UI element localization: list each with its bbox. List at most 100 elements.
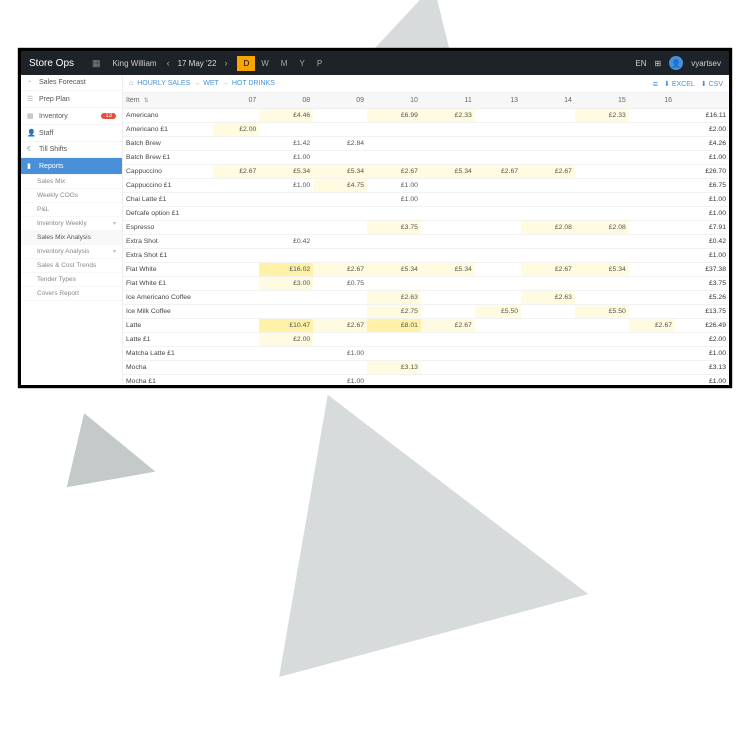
value-cell: £5.50: [475, 305, 521, 319]
sidebar-item-till-shifts[interactable]: €Till Shifts: [21, 142, 122, 158]
value-cell: [575, 249, 629, 263]
sidebar-sub-p-l[interactable]: P&L: [21, 203, 122, 217]
col-header-item[interactable]: Item ⇅: [123, 93, 213, 109]
sub-label: Sales & Cost Trends: [37, 262, 96, 269]
sidebar-sub-tender-types[interactable]: Tender Types: [21, 273, 122, 287]
sub-label: Covers Report: [37, 290, 79, 297]
col-header-hour: 16: [629, 93, 675, 109]
value-cell: [259, 291, 313, 305]
value-cell: £3.00: [259, 277, 313, 291]
value-cell: [521, 333, 575, 347]
app-title: Store Ops: [29, 58, 74, 69]
username[interactable]: vyartsev: [691, 59, 721, 68]
language-selector[interactable]: EN: [635, 59, 646, 68]
value-cell: [521, 375, 575, 386]
sidebar-item-prep-plan[interactable]: ☰Prep Plan: [21, 91, 122, 108]
menu-icon[interactable]: ≡: [653, 79, 658, 89]
period-segment-w[interactable]: W: [255, 56, 275, 71]
sidebar-sub-inventory-analysis[interactable]: Inventory Analysis▾: [21, 245, 122, 259]
sales-table: Item ⇅070809101113141516 Americano£4.46£…: [123, 93, 729, 385]
prev-date-button[interactable]: ‹: [167, 58, 170, 68]
period-segment-m[interactable]: M: [275, 56, 294, 71]
sidebar-sub-covers-report[interactable]: Covers Report: [21, 287, 122, 301]
value-cell: £2.33: [575, 109, 629, 123]
value-cell: £2.75: [367, 305, 421, 319]
value-cell: £5.34: [575, 263, 629, 277]
sidebar-item-sales-forecast[interactable]: ◔Sales Forecast: [21, 75, 122, 91]
sidebar-item-staff[interactable]: 👤Staff: [21, 125, 122, 142]
period-segment-p[interactable]: P: [311, 56, 328, 71]
sort-icon[interactable]: ⇅: [144, 98, 149, 104]
value-cell: [629, 193, 675, 207]
sidebar-item-reports[interactable]: ▮Reports: [21, 158, 122, 175]
breadcrumb-part[interactable]: HOURLY SALES: [137, 80, 190, 87]
next-date-button[interactable]: ›: [224, 58, 227, 68]
value-cell: £4.46: [259, 109, 313, 123]
col-header-hour: 11: [421, 93, 475, 109]
export-csv-button[interactable]: ⬇ CSV: [701, 80, 723, 88]
value-cell: [421, 235, 475, 249]
value-cell: [259, 305, 313, 319]
value-cell: [475, 291, 521, 305]
value-cell: [213, 151, 259, 165]
value-cell: [313, 193, 367, 207]
value-cell: [575, 291, 629, 305]
sub-label: Sales Mix: [37, 178, 65, 185]
table-row: Flat White£16.02£2.67£5.34£5.34£2.67£5.3…: [123, 263, 729, 277]
item-name-cell: Mocha: [123, 361, 213, 375]
value-cell: [475, 179, 521, 193]
value-cell: [521, 137, 575, 151]
value-cell: £2.67: [421, 319, 475, 333]
sidebar-sub-sales-cost-trends[interactable]: Sales & Cost Trends: [21, 259, 122, 273]
table-row: Matcha Latte £1£1.00£1.00: [123, 347, 729, 361]
value-cell: £5.34: [313, 165, 367, 179]
value-cell: £2.67: [475, 165, 521, 179]
value-cell: [521, 361, 575, 375]
value-cell: [521, 207, 575, 221]
period-segment-d[interactable]: D: [237, 56, 255, 71]
col-header-hour: 10: [367, 93, 421, 109]
value-cell: £10.47: [259, 319, 313, 333]
value-cell: £1.00: [367, 193, 421, 207]
value-cell: £2.63: [521, 291, 575, 305]
table-row: Cappuccino £1£1.00£4.75£1.00£6.75: [123, 179, 729, 193]
sidebar-sub-sales-mix[interactable]: Sales Mix: [21, 175, 122, 189]
grid-icon[interactable]: ▦: [92, 58, 101, 69]
value-cell: [421, 137, 475, 151]
breadcrumb-bar: ⌂ HOURLY SALES→WET→HOT DRINKS ≡ ⬇ EXCEL …: [123, 75, 729, 93]
date-display[interactable]: 17 May '22: [178, 59, 217, 68]
value-cell: [213, 375, 259, 386]
home-icon[interactable]: ⌂: [129, 80, 133, 87]
value-cell: [259, 361, 313, 375]
value-cell: £2.00: [213, 123, 259, 137]
value-cell: [313, 109, 367, 123]
item-name-cell: Flat White: [123, 263, 213, 277]
table-row: Americano£4.46£6.99£2.33£2.33£16.11: [123, 109, 729, 123]
value-cell: [575, 165, 629, 179]
breadcrumb-part[interactable]: WET: [203, 80, 219, 87]
period-segment-y[interactable]: Y: [293, 56, 310, 71]
value-cell: [213, 207, 259, 221]
value-cell: £1.00: [259, 179, 313, 193]
location-selector[interactable]: King William: [113, 59, 157, 68]
value-cell: [475, 123, 521, 137]
user-avatar-icon[interactable]: 👤: [669, 56, 683, 70]
sidebar-sub-inventory-weekly[interactable]: Inventory Weekly▾: [21, 217, 122, 231]
sidebar-sub-weekly-cogs[interactable]: Weekly COGs: [21, 189, 122, 203]
value-cell: £26.49: [675, 319, 729, 333]
value-cell: £2.67: [213, 165, 259, 179]
breadcrumb-part[interactable]: HOT DRINKS: [232, 80, 275, 87]
export-excel-button[interactable]: ⬇ EXCEL: [664, 80, 695, 88]
table-row: Ice Milk Coffee£2.75£5.50£5.50£13.75: [123, 305, 729, 319]
sidebar-item-inventory[interactable]: ▦Inventory13: [21, 108, 122, 125]
value-cell: [629, 361, 675, 375]
value-cell: £2.67: [367, 165, 421, 179]
value-cell: [367, 277, 421, 291]
item-name-cell: Chai Latte £1: [123, 193, 213, 207]
value-cell: [367, 249, 421, 263]
value-cell: [421, 375, 475, 386]
sidebar-sub-sales-mix-analysis[interactable]: Sales Mix Analysis: [21, 231, 122, 245]
value-cell: [367, 375, 421, 386]
apps-icon[interactable]: ⊞: [655, 59, 662, 68]
value-cell: £0.42: [675, 235, 729, 249]
